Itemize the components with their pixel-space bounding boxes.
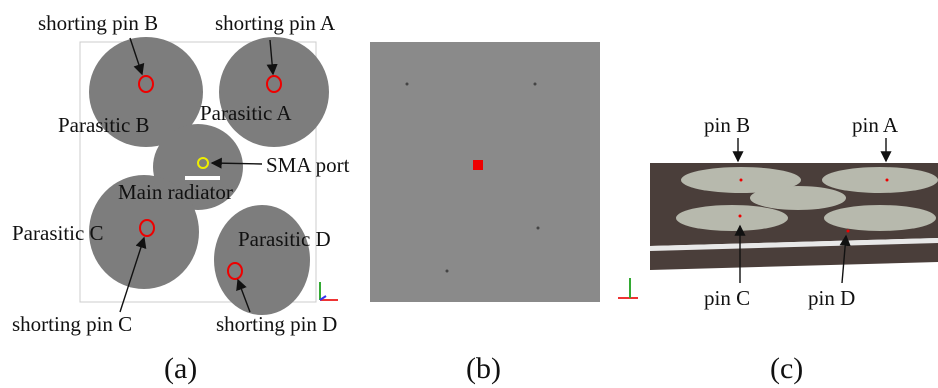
pin <box>886 179 889 182</box>
via <box>446 270 449 273</box>
label: Parasitic C <box>12 221 104 245</box>
pin <box>740 179 743 182</box>
parasitic-patch <box>214 205 310 315</box>
label: Parasitic B <box>58 113 150 137</box>
patch <box>822 167 938 193</box>
label: Parasitic D <box>238 227 331 251</box>
label: SMA port <box>266 153 350 177</box>
label: pin A <box>852 113 899 137</box>
label: shorting pin A <box>215 11 336 35</box>
via <box>534 83 537 86</box>
panel-c: pin B pin A pin C pin D (c) <box>650 113 938 385</box>
figure: shorting pin B shorting pin A Parasitic … <box>0 0 938 388</box>
label: pin B <box>704 113 750 137</box>
label: shorting pin D <box>216 312 337 336</box>
caption: (b) <box>466 352 501 385</box>
label: Parasitic A <box>200 101 292 125</box>
pin <box>739 215 742 218</box>
feed-point <box>473 160 483 170</box>
label: shorting pin C <box>12 312 132 336</box>
via <box>537 227 540 230</box>
patch <box>676 205 788 231</box>
pin <box>847 230 850 233</box>
via <box>406 83 409 86</box>
patch <box>750 186 846 210</box>
label: shorting pin B <box>38 11 158 35</box>
label: pin D <box>808 286 855 310</box>
ground-plane <box>370 42 600 302</box>
panel-b: (b) <box>370 42 638 385</box>
label: Main radiator <box>118 180 233 204</box>
label: pin C <box>704 286 750 310</box>
arrow <box>212 163 262 164</box>
patch <box>824 205 936 231</box>
caption: (a) <box>164 352 197 385</box>
caption: (c) <box>770 352 803 385</box>
panel-a: shorting pin B shorting pin A Parasitic … <box>12 11 350 385</box>
